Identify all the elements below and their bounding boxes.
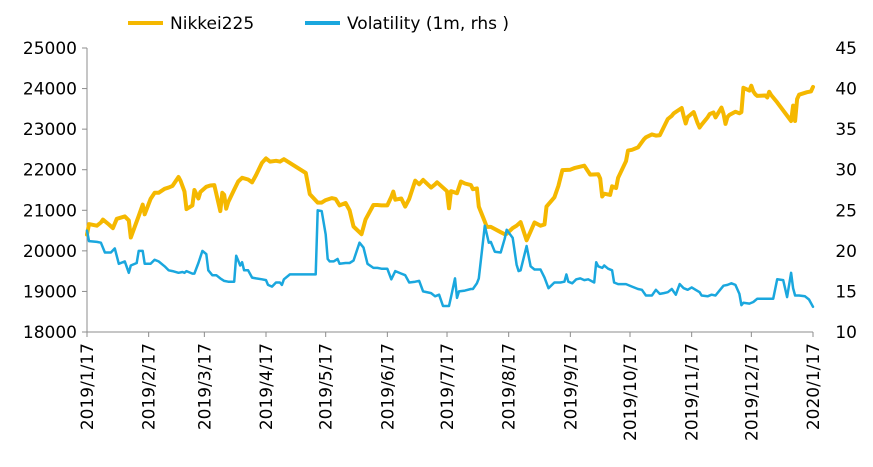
y-left-tick-label: 22000 [23,161,77,181]
x-tick-label: 2019/10/17 [621,343,641,441]
x-axis-ticks: 2019/1/17 2019/2/17 2019/3/17 2019/4/17 2019… [78,332,824,441]
x-tick-label: 2019/7/17 [438,343,458,430]
x-tick-label: 2019/6/17 [378,343,398,430]
y-left-tick-label: 18000 [23,323,77,343]
y-right-tick-label: 40 [835,80,857,100]
x-tick-label: 2019/11/17 [683,343,703,441]
y-right-tick-label: 45 [835,39,857,59]
x-tick-label: 2019/12/17 [742,343,762,441]
x-tick-label: 2019/4/17 [257,343,277,430]
legend-label-nikkei225: Nikkei225 [170,14,254,34]
y-left-tick-label: 24000 [23,80,77,100]
y-right-tick-label: 15 [835,282,857,302]
y-right-tick-label: 10 [835,323,857,343]
y-right-tick-label: 35 [835,120,857,140]
x-tick-label: 2019/9/17 [561,343,581,430]
y-left-tick-label: 20000 [23,242,77,262]
x-tick-label: 2019/8/17 [500,343,520,430]
y-left-tick-label: 25000 [23,39,77,59]
series-line-nikkei225 [85,83,815,243]
y-axis-right-ticks: 45 40 35 30 25 20 15 10 [835,39,857,343]
legend: Nikkei225 Volatility (1m, rhs ) [128,14,509,34]
y-right-tick-label: 30 [835,161,857,181]
x-tick-label: 2019/3/17 [195,343,215,430]
y-left-tick-label: 19000 [23,282,77,302]
legend-label-volatility: Volatility (1m, rhs ) [347,14,509,34]
x-tick-label: 2020/1/17 [804,343,824,430]
x-tick-label: 2019/5/17 [317,343,337,430]
x-tick-label: 2019/2/17 [140,343,160,430]
x-tick-label: 2019/1/17 [78,343,98,430]
series-line-volatility [85,209,815,309]
y-left-tick-label: 21000 [23,201,77,221]
series-layer [85,83,815,309]
y-right-tick-label: 20 [835,242,857,262]
y-right-tick-label: 25 [835,201,857,221]
y-left-tick-label: 23000 [23,120,77,140]
y-axis-left-ticks: 25000 24000 23000 22000 21000 20000 19000 18000 [23,39,87,343]
